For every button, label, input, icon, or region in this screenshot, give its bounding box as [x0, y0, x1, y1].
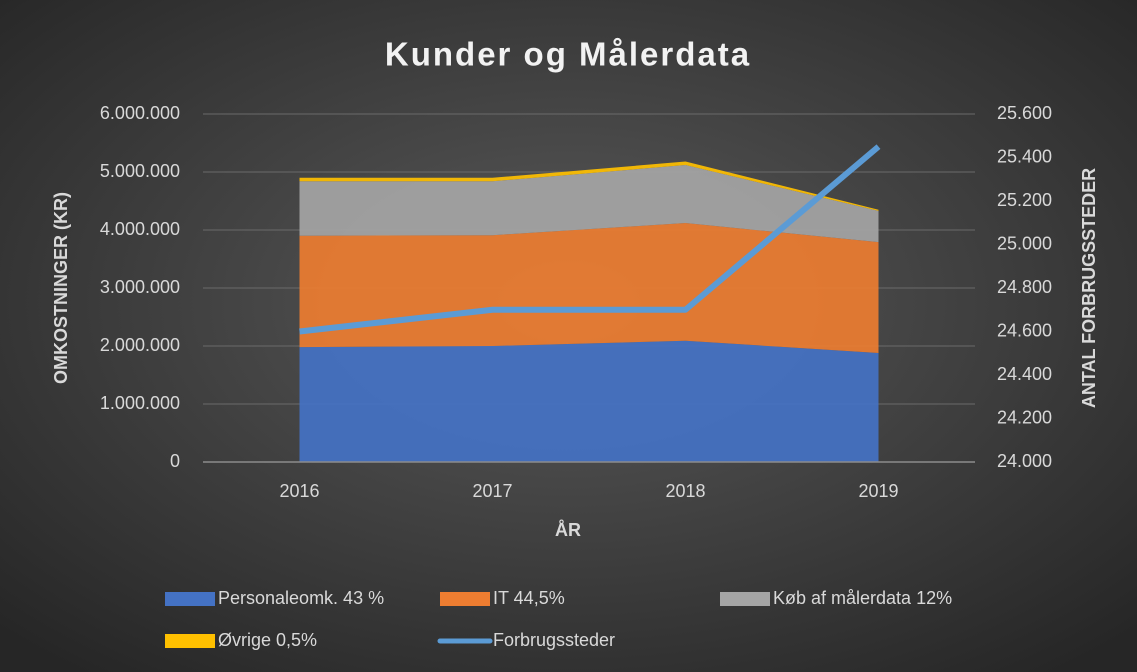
- legend-label: Øvrige 0,5%: [218, 630, 317, 650]
- legend-swatch: [720, 592, 770, 606]
- chart-title: Kunder og Målerdata: [385, 36, 751, 73]
- y2-tick-label: 24.200: [997, 407, 1052, 427]
- legend-swatch: [165, 634, 215, 648]
- area: [299, 223, 879, 353]
- y2-axis-title: ANTAL FORBRUGSSTEDER: [1079, 168, 1099, 408]
- y-tick-label: 4.000.000: [100, 219, 180, 239]
- y-tick-label: 1.000.000: [100, 393, 180, 413]
- y2-tick-label: 25.200: [997, 190, 1052, 210]
- x-tick-label: 2019: [858, 481, 898, 501]
- y-tick-label: 2.000.000: [100, 335, 180, 355]
- area: [299, 340, 879, 462]
- area: [299, 161, 879, 211]
- y-tick-label: 3.000.000: [100, 277, 180, 297]
- y-tick-label: 6.000.000: [100, 103, 180, 123]
- legend-label: Køb af målerdata 12%: [773, 588, 952, 608]
- x-tick-label: 2017: [472, 481, 512, 501]
- y-tick-label: 5.000.000: [100, 161, 180, 181]
- y2-tick-label: 25.600: [997, 103, 1052, 123]
- y-axis-title: OMKOSTNINGER (KR): [51, 192, 71, 384]
- x-tick-label: 2018: [665, 481, 705, 501]
- y-tick-label: 0: [170, 451, 180, 471]
- y2-tick-label: 24.000: [997, 451, 1052, 471]
- legend-label: Forbrugssteder: [493, 630, 615, 650]
- x-tick-label: 2016: [279, 481, 319, 501]
- y2-tick-label: 24.400: [997, 364, 1052, 384]
- line: [299, 144, 881, 335]
- legend-swatch: [440, 592, 490, 606]
- legend-label: IT 44,5%: [493, 588, 565, 608]
- y2-tick-label: 24.600: [997, 320, 1052, 340]
- area: [299, 165, 879, 243]
- legend-label: Personaleomk. 43 %: [218, 588, 384, 608]
- legend-swatch: [165, 592, 215, 606]
- y2-tick-label: 25.400: [997, 146, 1052, 166]
- y2-tick-label: 24.800: [997, 277, 1052, 297]
- x-axis-title: ÅR: [555, 520, 581, 540]
- y2-tick-label: 25.000: [997, 233, 1052, 253]
